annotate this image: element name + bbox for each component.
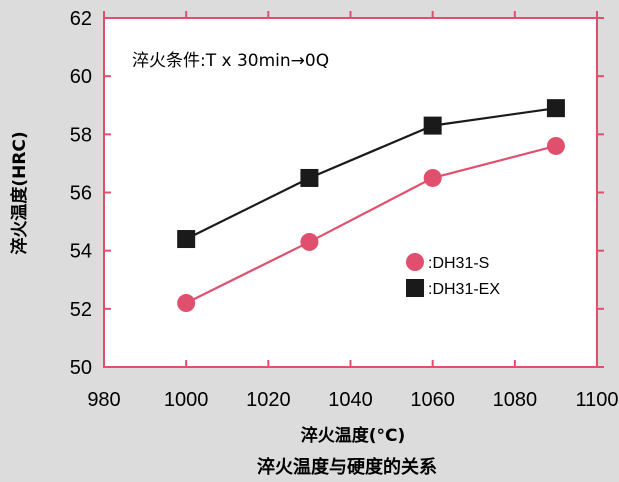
y-tick-label: 50	[70, 357, 92, 379]
plot-frame	[103, 17, 598, 368]
y-tick-label: 60	[70, 66, 92, 88]
data-point-circle	[177, 294, 196, 313]
x-tick-label: 1080	[493, 389, 538, 411]
x-tick-label: 1020	[246, 389, 291, 411]
data-point-square	[300, 168, 319, 187]
x-tick-label: 1000	[164, 389, 209, 411]
y-axis-title: 淬火温度(HRC)	[9, 131, 30, 254]
legend-marker-circle	[406, 253, 424, 271]
legend: :DH31-S :DH31-EX	[406, 253, 500, 298]
legend-marker-square	[406, 279, 424, 297]
series-line-1	[185, 107, 557, 241]
y-tick-label: 56	[70, 183, 92, 205]
data-point-square	[177, 230, 196, 249]
x-axis-title: 淬火温度(°C)	[301, 425, 406, 446]
data-point-square	[423, 116, 442, 135]
x-tick-label: 1040	[328, 389, 373, 411]
y-tick-label: 52	[70, 299, 92, 321]
data-point-square	[546, 99, 565, 118]
series-line-0	[185, 144, 557, 305]
data-point-circle	[300, 232, 319, 251]
figure-caption: 淬火温度与硬度的关系	[257, 456, 437, 478]
quench-condition-note: 淬火条件:T x 30min→0Q	[132, 51, 329, 71]
y-tick-label: 54	[70, 241, 92, 263]
data-point-circle	[423, 168, 442, 187]
y-tick-label: 58	[70, 124, 92, 146]
y-tick-label: 62	[70, 8, 92, 30]
legend-label: :DH31-EX	[428, 281, 500, 298]
x-tick-label: 980	[87, 389, 120, 411]
axis-ticks: 50 52 54 56 58 60 62 980 1000 1020 1040 1060 1080 110…	[70, 8, 619, 411]
x-tick-label: 1060	[410, 389, 455, 411]
data-point-circle	[546, 136, 565, 155]
legend-label: :DH31-S	[428, 255, 489, 272]
series-layer	[177, 99, 565, 313]
x-tick-label: 1100	[575, 389, 618, 411]
